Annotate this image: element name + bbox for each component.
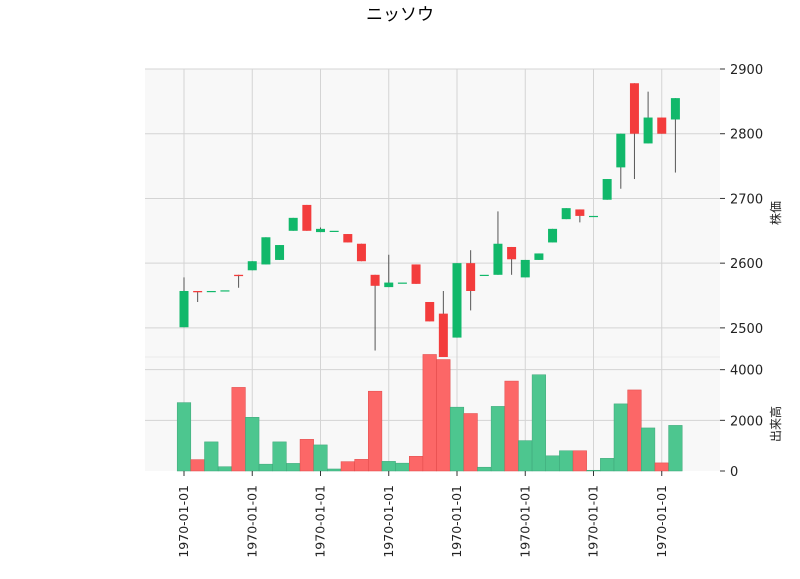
candle-body bbox=[179, 290, 189, 328]
price-ytick-label: 2500 bbox=[730, 322, 763, 337]
candle-body bbox=[507, 246, 517, 260]
price-ytick-label: 2600 bbox=[730, 257, 763, 272]
candle-body bbox=[370, 274, 380, 286]
price-ylabel: 株価 bbox=[768, 201, 783, 225]
volume-bar bbox=[217, 466, 232, 472]
volume-bar bbox=[231, 387, 246, 472]
volume-bar bbox=[600, 458, 615, 472]
xtick-label: 1970-01-01 bbox=[449, 485, 464, 558]
candle-body bbox=[329, 230, 339, 232]
candle-body bbox=[288, 217, 298, 231]
volume-bar bbox=[545, 455, 560, 472]
volume-ytick-label: 0 bbox=[730, 465, 738, 480]
candle-body bbox=[425, 301, 435, 322]
candle-body bbox=[452, 263, 462, 338]
volume-bar bbox=[477, 466, 492, 472]
volume-bar bbox=[518, 440, 533, 472]
volume-bar bbox=[327, 468, 342, 472]
candle-body bbox=[466, 263, 476, 291]
xtick-label: 1970-01-01 bbox=[517, 485, 532, 558]
candle-body bbox=[261, 237, 271, 265]
candle-body bbox=[397, 282, 407, 284]
volume-bar bbox=[449, 406, 465, 472]
volume-bar bbox=[272, 441, 287, 472]
xtick-label: 1970-01-01 bbox=[381, 485, 396, 558]
price-ytick-label: 2800 bbox=[730, 128, 763, 143]
candle-body bbox=[220, 290, 230, 292]
volume-bar bbox=[504, 380, 519, 472]
candle-body bbox=[247, 261, 257, 271]
volume-bar bbox=[176, 402, 192, 472]
candle-body bbox=[589, 215, 598, 218]
candle-body bbox=[602, 179, 612, 200]
candle-body bbox=[534, 253, 544, 260]
candle-body bbox=[234, 274, 244, 277]
volume-bar bbox=[409, 456, 424, 472]
candle-body bbox=[356, 243, 366, 262]
volume-bar bbox=[586, 469, 601, 472]
candle-body bbox=[520, 259, 530, 278]
xtick-label: 1970-01-01 bbox=[313, 485, 328, 558]
candle-body bbox=[670, 98, 680, 120]
volume-bar bbox=[381, 461, 396, 472]
volume-bar bbox=[641, 427, 656, 472]
volume-bar bbox=[559, 450, 574, 472]
candle-body bbox=[575, 209, 585, 216]
volume-bar bbox=[340, 461, 355, 472]
volume-bar bbox=[668, 425, 683, 472]
volume-bar bbox=[286, 463, 301, 472]
xtick-label: 1970-01-01 bbox=[244, 485, 259, 558]
volume-ytick-label: 4000 bbox=[730, 364, 763, 379]
volume-bar bbox=[245, 417, 260, 472]
candle-body bbox=[316, 228, 325, 233]
volume-bar bbox=[354, 459, 369, 472]
volume-bar bbox=[299, 439, 314, 472]
volume-bar bbox=[463, 413, 478, 472]
candle-body bbox=[275, 245, 285, 260]
candle-body bbox=[479, 274, 489, 277]
volume-bar bbox=[490, 406, 505, 472]
candle-body bbox=[561, 208, 571, 220]
candle-body bbox=[629, 83, 639, 134]
candle-body bbox=[206, 290, 216, 293]
price-ytick-label: 2700 bbox=[730, 192, 763, 207]
volume-bar bbox=[422, 354, 437, 472]
candle-body bbox=[302, 204, 312, 231]
candle-body bbox=[384, 282, 394, 288]
volume-bar bbox=[313, 444, 328, 472]
candle-body bbox=[438, 313, 448, 357]
candle-body bbox=[643, 117, 653, 144]
xtick-label: 1970-01-01 bbox=[176, 485, 191, 558]
volume-bar bbox=[204, 441, 219, 472]
candle-body bbox=[548, 228, 558, 243]
xtick-label: 1970-01-01 bbox=[586, 485, 601, 558]
volume-bar bbox=[613, 403, 628, 472]
volume-bar bbox=[531, 374, 546, 472]
candle-body bbox=[493, 243, 503, 275]
volume-bar bbox=[436, 359, 451, 472]
volume-bar bbox=[258, 463, 273, 472]
volume-bar bbox=[627, 389, 642, 472]
volume-ylabel: 出来高 bbox=[768, 406, 783, 442]
volume-bar bbox=[572, 450, 587, 472]
price-ytick-label: 2900 bbox=[730, 63, 763, 78]
candle-body bbox=[411, 264, 421, 284]
volume-bar bbox=[654, 462, 669, 472]
chart-title: ニッソウ bbox=[366, 5, 434, 25]
candle-body bbox=[657, 117, 667, 134]
candle-body bbox=[193, 290, 203, 293]
volume-bar bbox=[395, 462, 410, 472]
candle-body bbox=[616, 133, 626, 168]
volume-bar bbox=[190, 459, 205, 472]
candle-body bbox=[343, 234, 353, 243]
xtick-label: 1970-01-01 bbox=[654, 485, 669, 558]
volume-ytick-label: 2000 bbox=[730, 414, 763, 429]
volume-bar bbox=[368, 390, 383, 472]
